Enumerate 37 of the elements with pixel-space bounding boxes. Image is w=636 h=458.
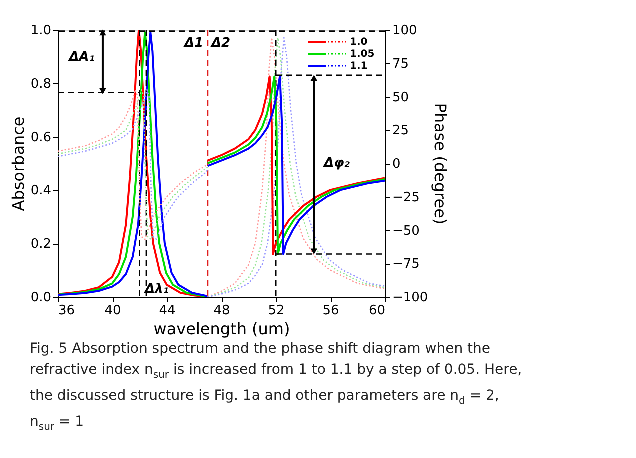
y-tick-label: 0.8 [30, 76, 52, 92]
y2-tick-label: 75 [392, 56, 410, 72]
x-tick-label: 44 [159, 304, 176, 318]
x-tick-label: 48 [214, 304, 230, 318]
y2-tick-label: 0 [392, 157, 401, 172]
text: refractive index n$_{sur}$ is increased from 1 to 1.1 by a step of 0.05. Here, [30, 361, 524, 383]
legend-label: 1.1 [350, 61, 368, 72]
y2-tick-label: −75 [392, 257, 420, 272]
y-axis-title: Absorbance [8, 116, 28, 212]
y2-tick-label: 50 [392, 90, 410, 106]
x-tick-label: 52 [268, 304, 285, 318]
y2-tick-label: −25 [392, 190, 420, 206]
annotation: Δ1 [183, 36, 204, 51]
x-tick-label: 60 [368, 304, 386, 318]
y-tick-label: 1.0 [30, 24, 52, 38]
y2-tick-label: 100 [392, 24, 418, 38]
annotation: Δ2 [210, 36, 231, 51]
annotation: Δλ₁ [144, 282, 170, 297]
legend-label: 1.0 [350, 37, 368, 48]
y2-tick-label: −100 [392, 290, 428, 306]
y2-tick-label: −50 [392, 224, 420, 239]
annotation: Δφ₂ [323, 156, 350, 171]
x-tick-label: 56 [322, 304, 340, 318]
y-tick-label: 0.4 [30, 184, 52, 199]
legend-label: 1.05 [350, 49, 375, 60]
caption: Fig. 5 Absorption spectrum and the phase shift diagram when the [30, 340, 492, 359]
annotation: ΔA₁ [68, 50, 96, 65]
text: the discussed structure is Fig. 1a and other parameters are n$_{d}$ = 2, [30, 386, 500, 409]
y2-axis-title: Phase (degree) [431, 103, 450, 225]
text: n$_{sur}$ = 1 [30, 412, 86, 434]
y-tick-label: 0.2 [30, 237, 52, 252]
y-tick-label: 0.0 [30, 290, 52, 306]
x-tick-label: 40 [104, 304, 122, 318]
y2-tick-label: 25 [392, 124, 410, 139]
x-axis-title: wavelength (um) [154, 320, 290, 338]
x-tick-label: 36 [58, 304, 76, 318]
y-tick-label: 0.6 [30, 130, 52, 146]
